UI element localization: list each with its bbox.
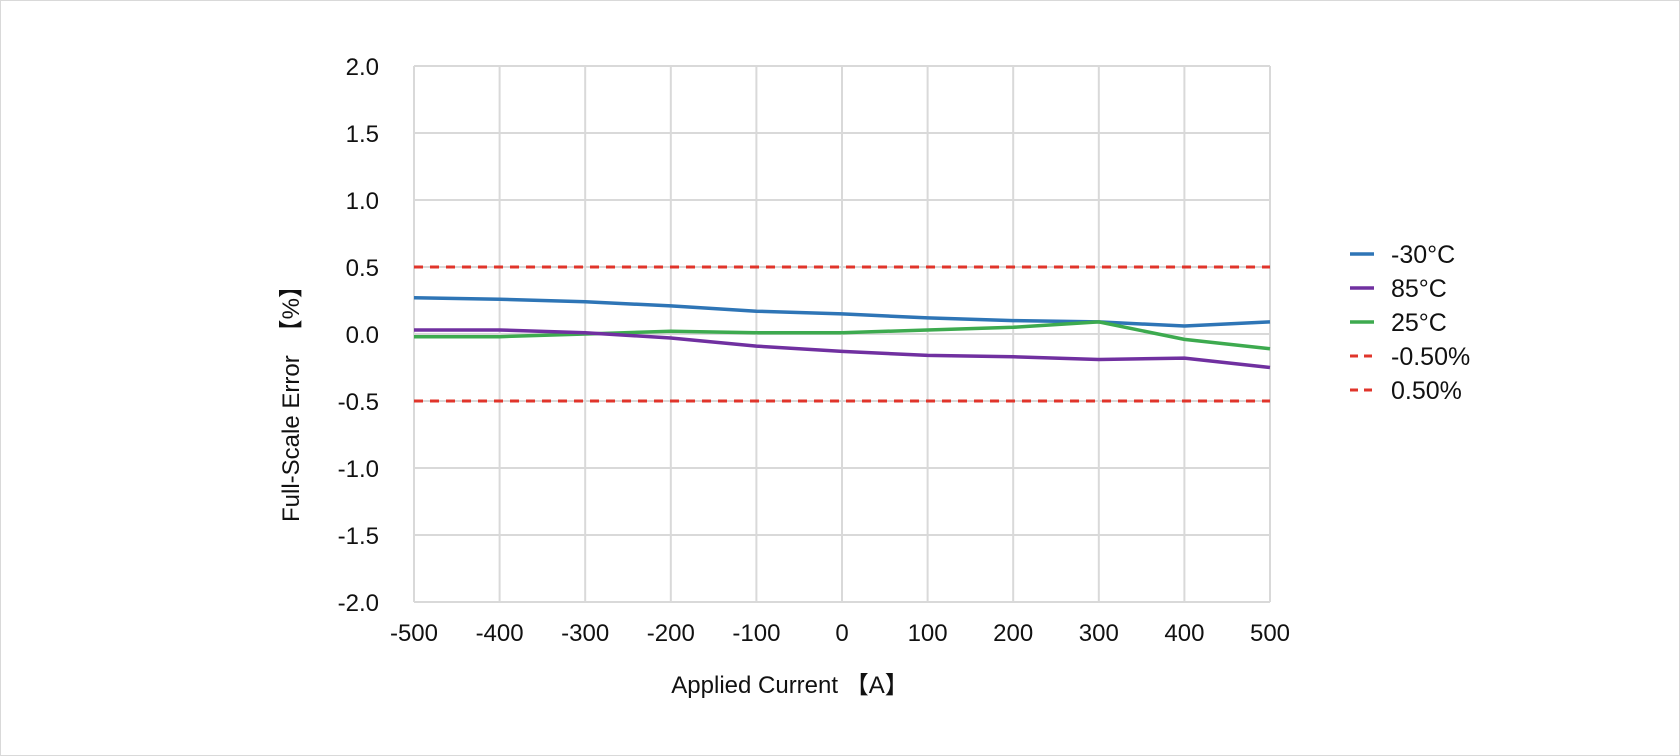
x-tick-label: 500 [1250,620,1290,647]
x-tick-label: 400 [1164,620,1204,647]
y-tick-labels: 2.0 1.5 1.0 0.5 0.0 -0.5 -1.0 -1.5 -2.0 [338,54,379,617]
x-tick-label: -500 [390,620,438,647]
x-tick-label: 0 [835,620,848,647]
y-tick-label: -1.0 [338,456,379,483]
x-axis-label: Applied Current 【A】 [671,672,908,699]
grid [413,65,1271,603]
series-lines [413,265,1271,403]
legend-label: 85°C [1391,275,1447,303]
y-tick-label: 0.5 [346,255,379,282]
y-tick-label: -1.5 [338,523,379,550]
y-tick-label: 2.0 [346,54,379,81]
x-tick-label: 200 [993,620,1033,647]
y-axis-label: Full-Scale Error 【%】 [278,274,305,522]
legend-label: 25°C [1391,309,1447,337]
series-line-2 [414,320,1271,351]
x-tick-labels: -500 -400 -300 -200 -100 0 100 200 300 400 500 [390,620,1290,647]
y-tick-label: 1.0 [346,188,379,215]
y-tick-label: 0.0 [346,322,379,349]
y-tick-label: 1.5 [346,121,379,148]
legend: -30°C 85°C 25°C -0.50% 0.50% [1350,241,1470,405]
legend-label: 0.50% [1391,377,1462,405]
y-tick-label: -0.5 [338,389,379,416]
x-tick-label: 300 [1079,620,1119,647]
series-line-1 [414,328,1271,370]
y-tick-label: -2.0 [338,590,379,617]
legend-label: -0.50% [1391,343,1470,371]
x-tick-label: -400 [476,620,524,647]
x-tick-label: -300 [561,620,609,647]
x-tick-label: 100 [908,620,948,647]
legend-label: -30°C [1391,241,1455,269]
x-tick-label: -200 [647,620,695,647]
x-tick-label: -100 [732,620,780,647]
series-line-0 [413,296,1271,328]
